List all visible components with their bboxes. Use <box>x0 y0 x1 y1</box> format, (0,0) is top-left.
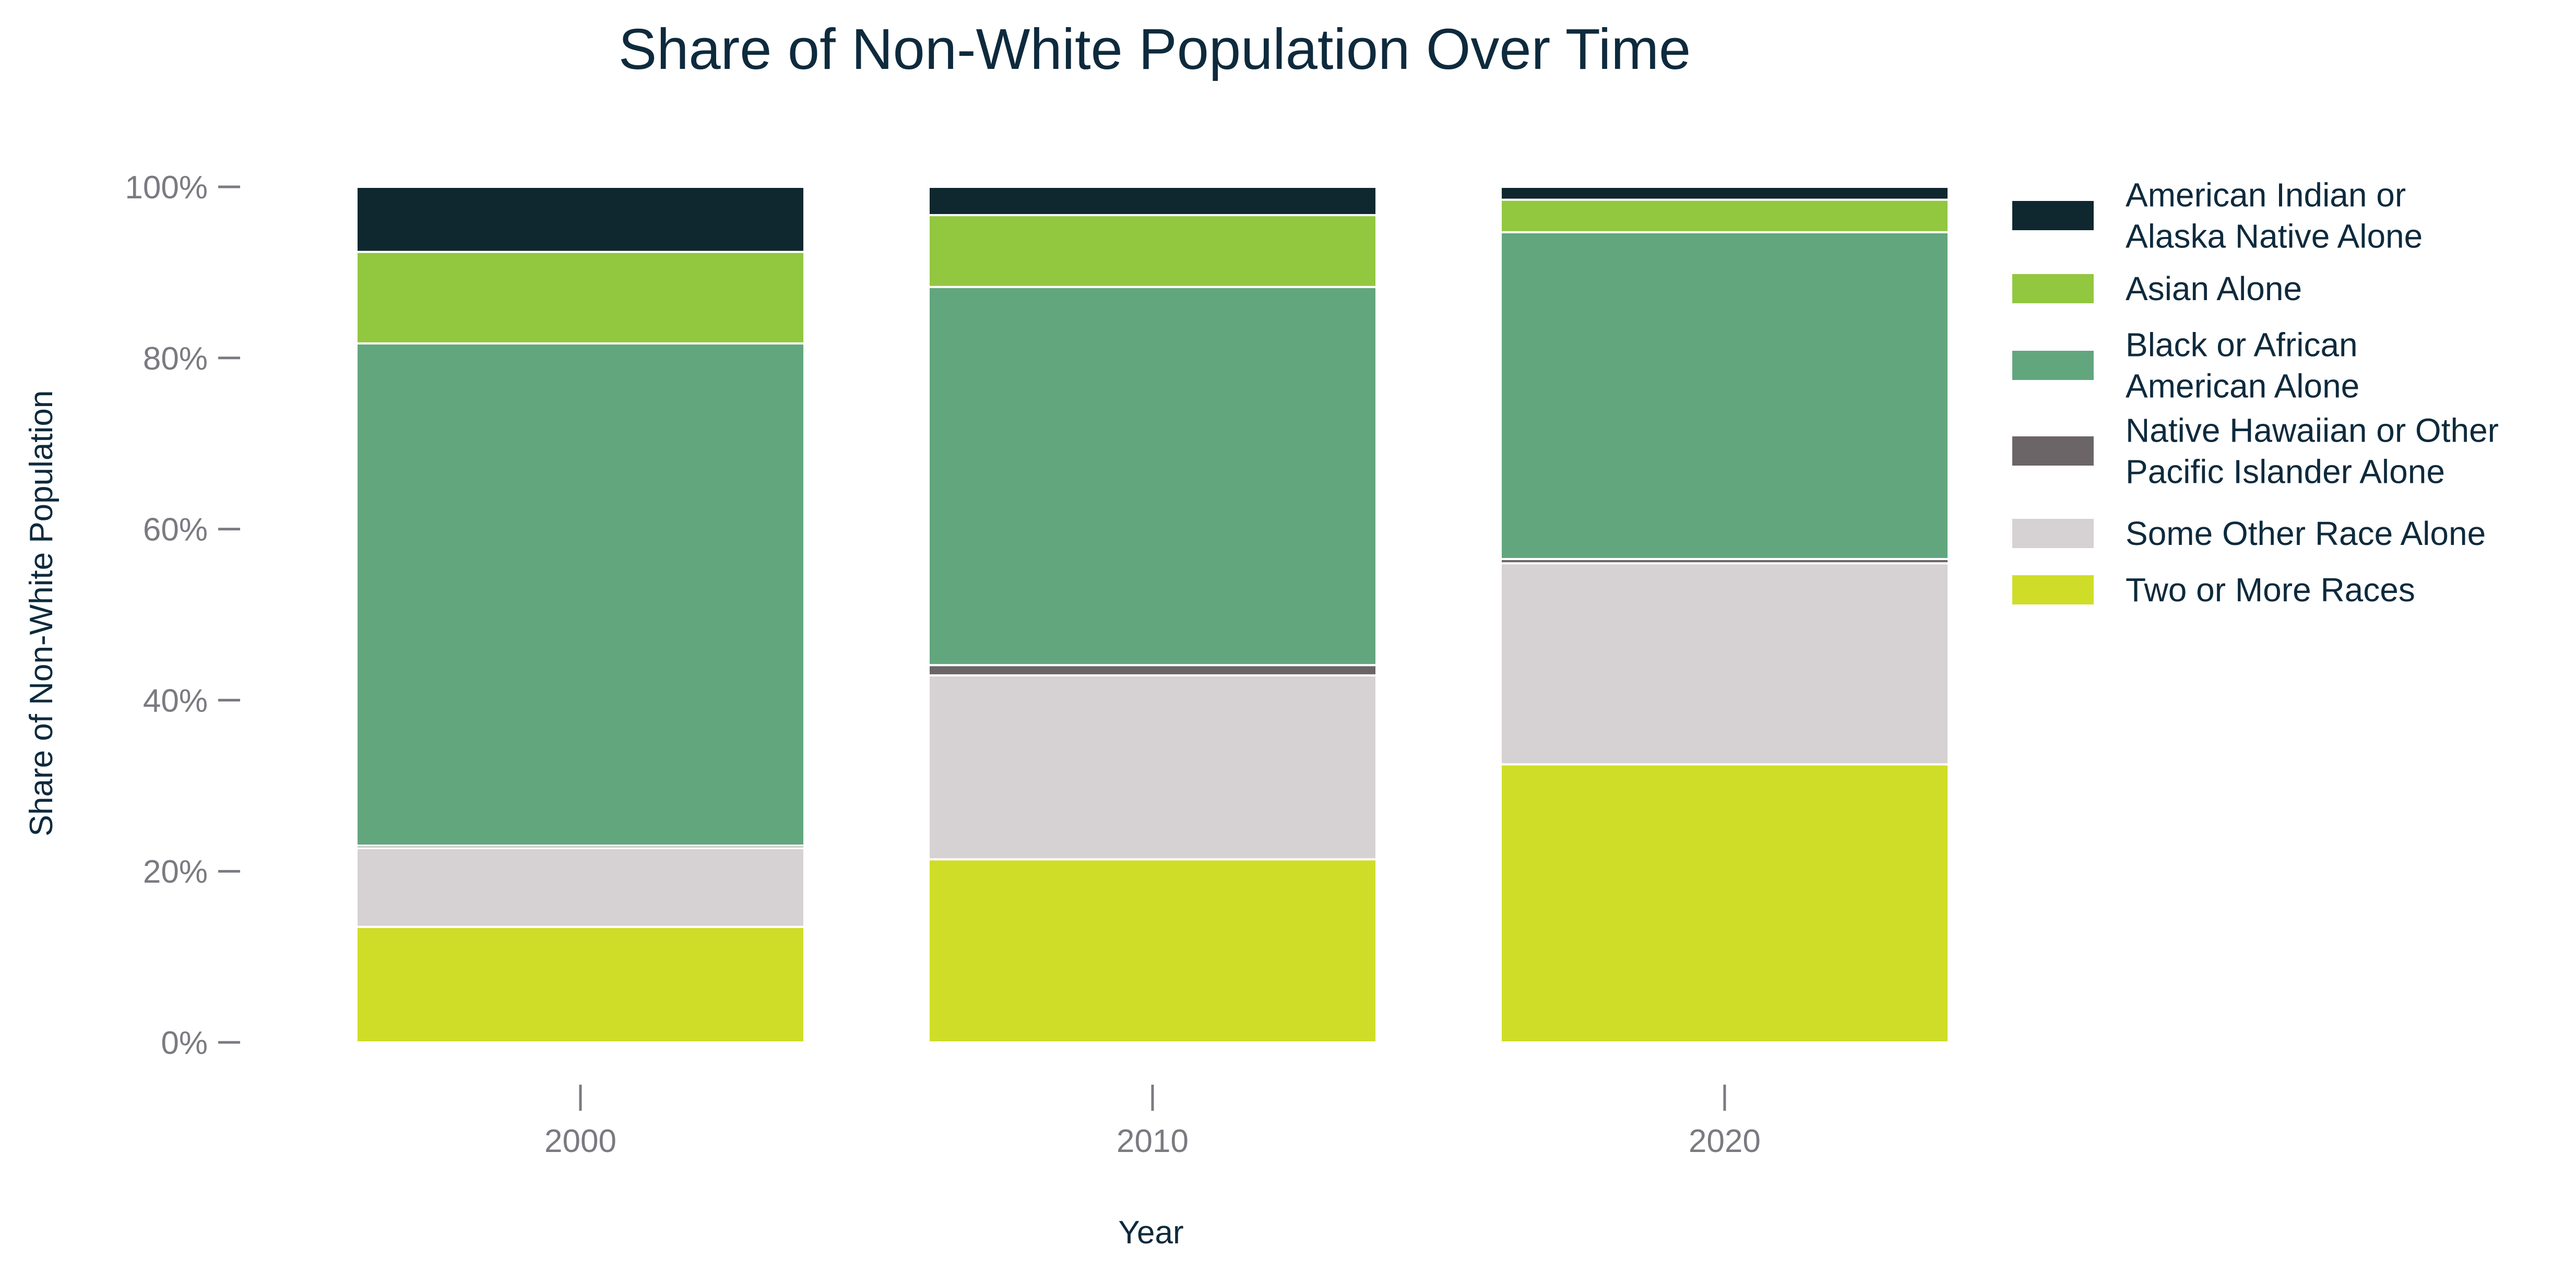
legend-label: American Alone <box>2126 367 2359 405</box>
legend-swatch <box>2012 201 2094 230</box>
legend-swatch <box>2012 575 2094 604</box>
bar-segment <box>355 251 805 345</box>
bar-segment <box>355 847 805 928</box>
y-tick-label: 0% <box>161 1025 208 1061</box>
x-tick-label: 2010 <box>1117 1123 1189 1159</box>
legend-label: Asian Alone <box>2126 270 2302 307</box>
bar-segment <box>1500 562 1950 766</box>
legend-label: Native Hawaiian or Other <box>2126 412 2499 449</box>
y-tick-label: 40% <box>143 683 208 719</box>
bar-segment <box>1500 198 1950 233</box>
bar-segment <box>928 214 1378 288</box>
x-axis-title: Year <box>1118 1215 1183 1251</box>
bars <box>355 186 1950 1044</box>
y-tick-label: 60% <box>143 512 208 548</box>
legend: American Indian or Alaska Native Alone Asi… <box>2012 176 2499 609</box>
bar-segment <box>928 186 1378 217</box>
y-tick-label: 20% <box>143 854 208 890</box>
bar-segment <box>1500 763 1950 1043</box>
bar-segment <box>1500 231 1950 560</box>
y-axis: 0% 20% 40% 60% 80% 100% <box>125 170 240 1061</box>
legend-label: Pacific Islander Alone <box>2126 453 2445 491</box>
y-axis-title: Share of Non-White Population <box>23 390 60 837</box>
bar-segment <box>928 286 1378 667</box>
legend-label: Black or African <box>2126 326 2358 364</box>
legend-label: American Indian or <box>2126 176 2406 214</box>
legend-swatch <box>2012 351 2094 380</box>
legend-label: Alaska Native Alone <box>2126 218 2423 255</box>
x-tick-label: 2000 <box>544 1123 616 1159</box>
bar-segment <box>355 342 805 847</box>
bar-segment <box>928 674 1378 861</box>
y-tick-label: 100% <box>125 170 208 206</box>
chart-title: Share of Non-White Population Over Time <box>619 17 1691 81</box>
bar-segment <box>355 925 805 1043</box>
legend-swatch <box>2012 274 2094 303</box>
x-axis: 2000 2010 2020 <box>544 1085 1761 1159</box>
y-tick-label: 80% <box>143 341 208 377</box>
bar-segment <box>928 858 1378 1044</box>
legend-label: Two or More Races <box>2126 571 2415 609</box>
x-tick-label: 2020 <box>1689 1123 1761 1159</box>
bar-segment <box>355 186 805 253</box>
legend-swatch <box>2012 436 2094 466</box>
bar-segment <box>1500 186 1950 201</box>
legend-swatch <box>2012 519 2094 548</box>
bar-segment <box>928 664 1378 676</box>
legend-label: Some Other Race Alone <box>2126 515 2486 552</box>
